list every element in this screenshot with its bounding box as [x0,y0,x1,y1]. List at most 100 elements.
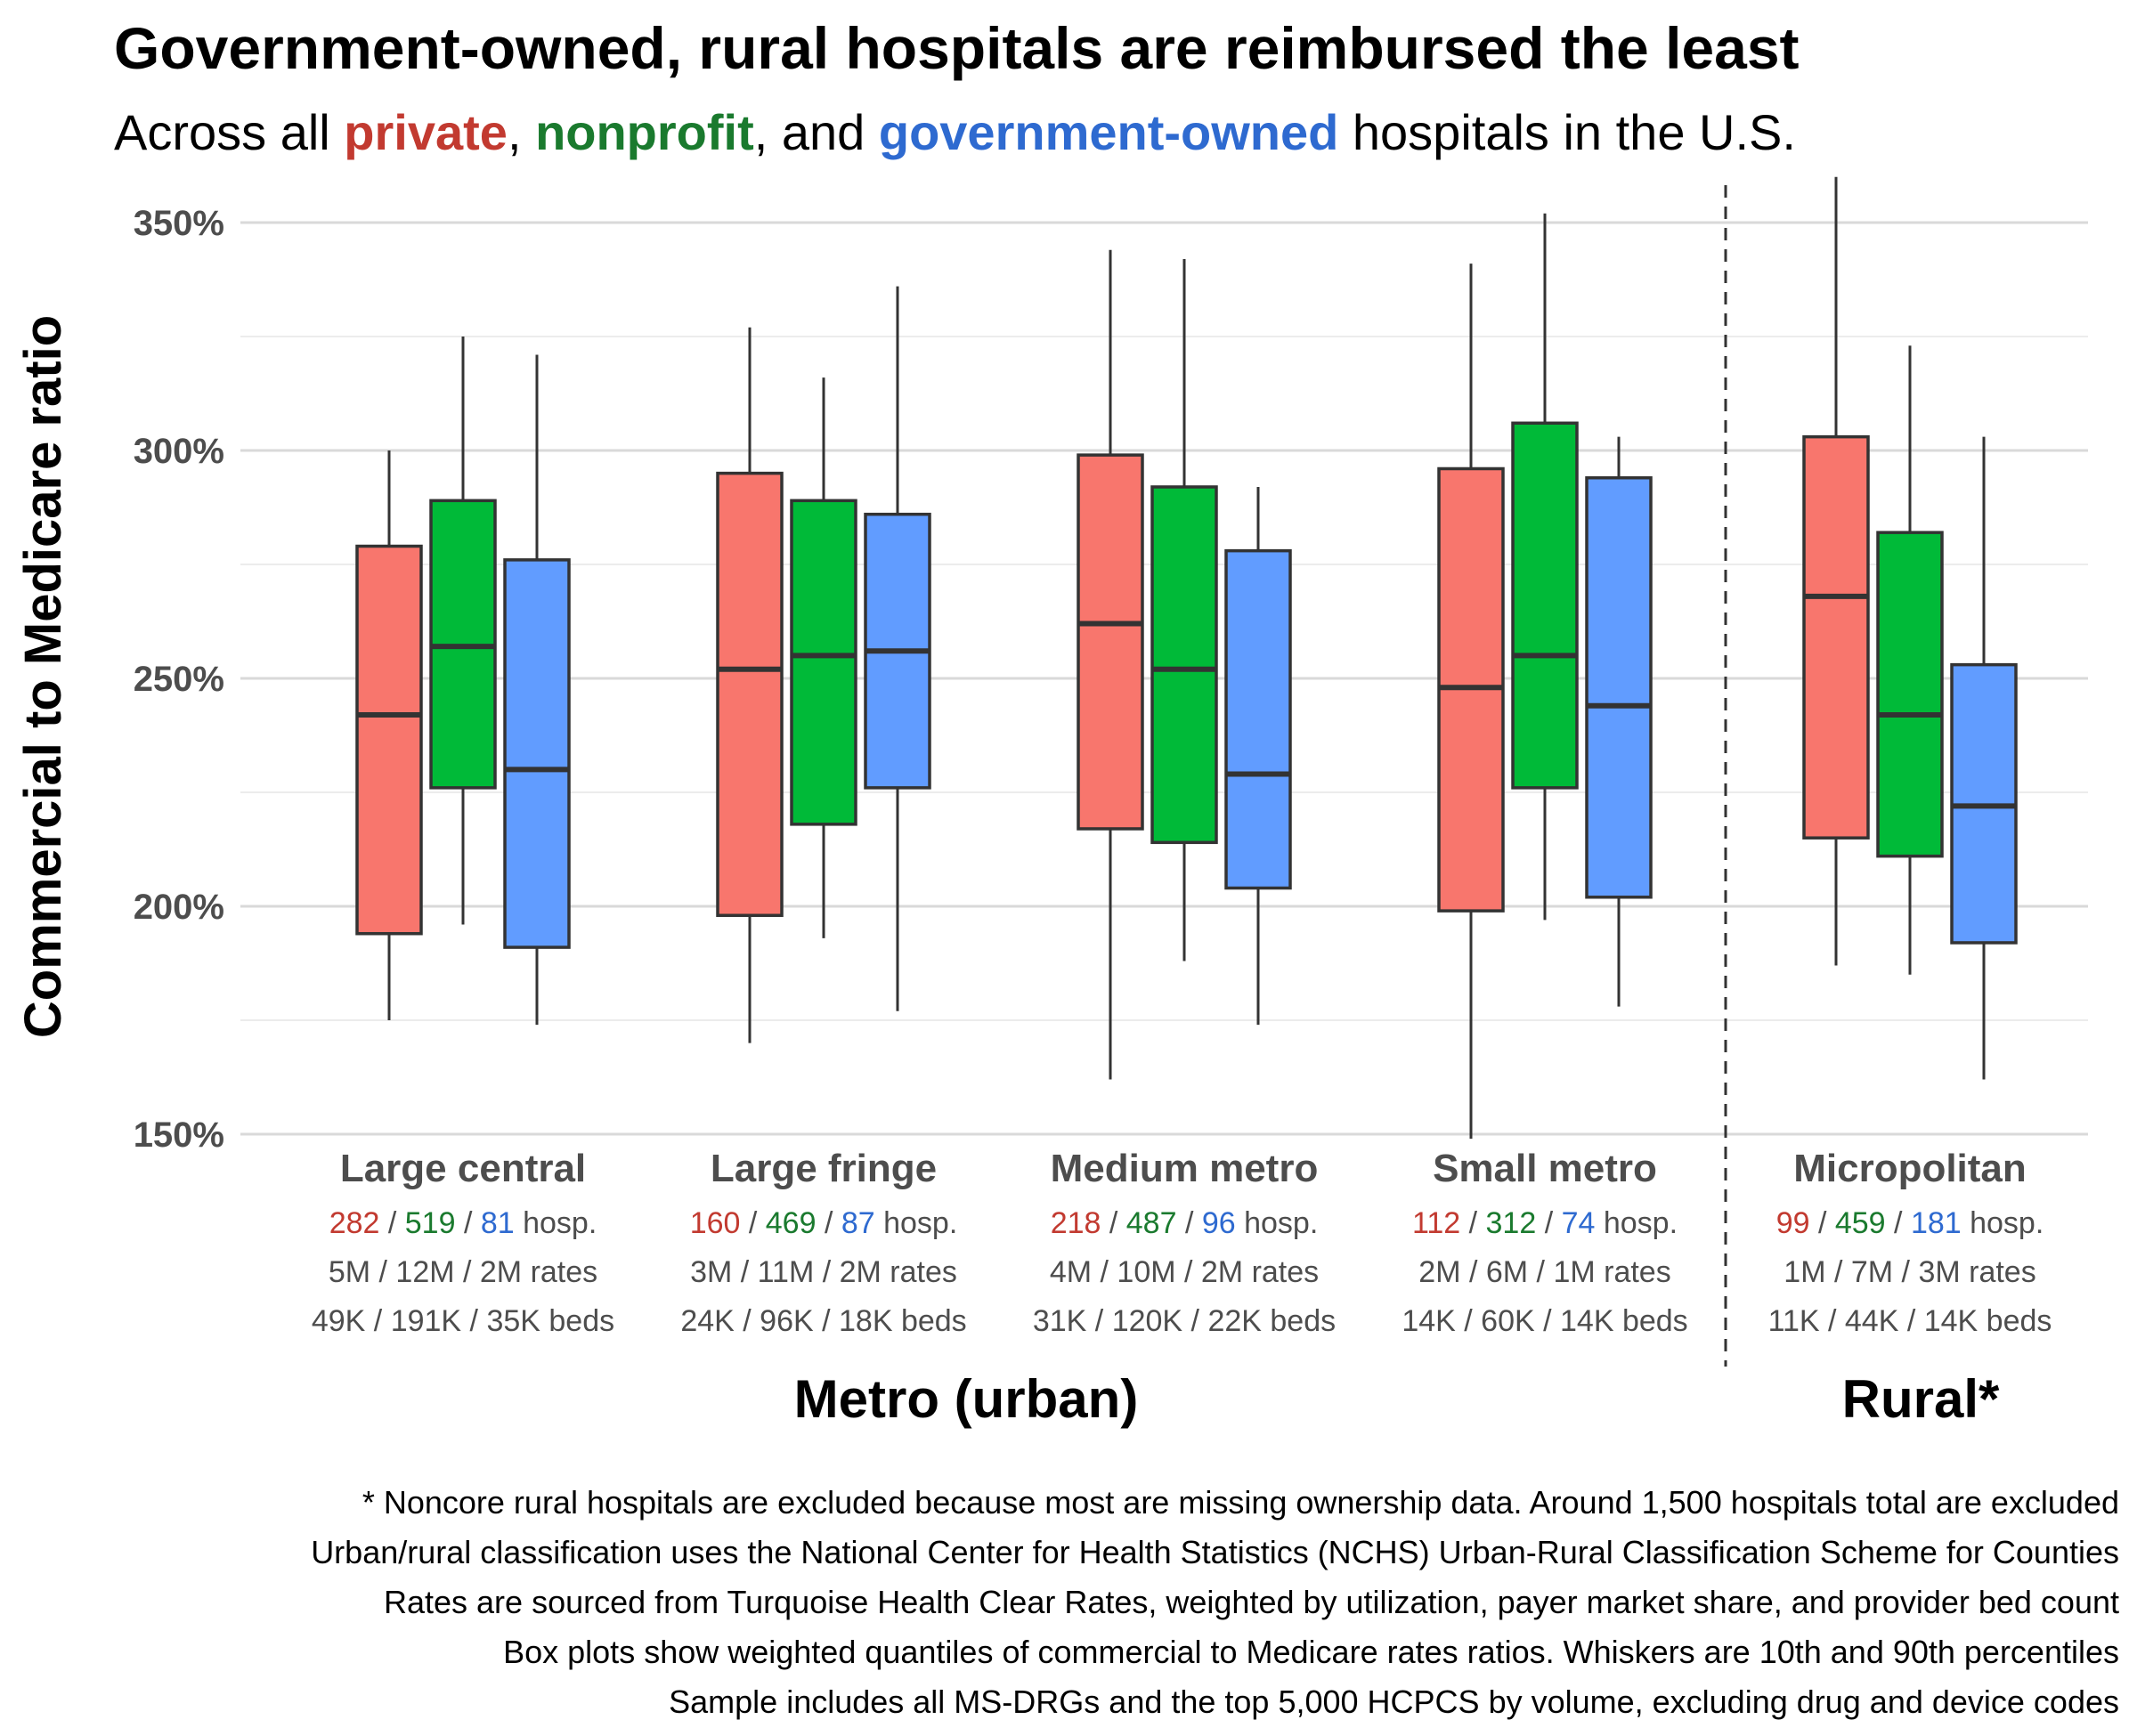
hosp-count-line-separator: / [1810,1206,1835,1240]
hosp-count-line-separator: / [740,1206,765,1240]
rates-count-line-separator: / [370,1255,395,1289]
hosp-count-line-separator: / [1536,1206,1561,1240]
rates-count-line-value: 6M [1486,1255,1528,1289]
beds-count-line-separator: / [1182,1304,1207,1338]
beds-count-line-separator: / [365,1304,390,1338]
y-axis-title: Commercial to Medicare ratio [14,315,72,1038]
hosp-count-line-value: 81 [481,1206,515,1240]
y-tick-label: 200% [134,888,224,927]
beds-count-line-value: 44K [1845,1304,1899,1338]
hosp-count-line-value: 99 [1776,1206,1810,1240]
rates-count-line: 2M / 6M / 1M rates [1418,1255,1670,1289]
rates-count-line-value: 11M [758,1255,815,1289]
hosp-count-line-separator: hosp. [515,1206,597,1240]
box-nonprofit-3 [1511,421,1579,790]
footnote-5: Sample includes all MS-DRGs and the top … [669,1683,2119,1720]
beds-count-line: 31K / 120K / 22K beds [1033,1304,1336,1338]
beds-count-line-value: 22K [1207,1304,1262,1338]
beds-count-line-separator: / [461,1304,486,1338]
hosp-count-line-value: 160 [690,1206,741,1240]
beds-count-line-separator: beds [1262,1304,1336,1338]
rates-count-line-separator: / [1826,1255,1851,1289]
beds-count-line-separator: / [1820,1304,1845,1338]
rates-count-line-value: 1M [1553,1255,1595,1289]
subtitle-sep1: , [507,104,536,160]
box-private-1 [716,471,784,917]
hosp-count-line-separator: / [1460,1206,1485,1240]
footnote-2: Urban/rural classification uses the Nati… [311,1534,2119,1570]
box-private-0 [355,544,423,936]
rates-count-line-value: 3M [690,1255,732,1289]
rates-count-line-value: 10M [1117,1255,1175,1289]
subtitle-sep2: , and [753,104,879,160]
rates-count-line-separator: / [1176,1255,1201,1289]
rates-count-line-value: 12M [395,1255,454,1289]
y-tick-label: 350% [134,204,224,243]
box-nonprofit-2 [1150,485,1218,845]
hosp-count-line-separator: hosp. [1236,1206,1319,1240]
beds-count-line-value: 14K [1560,1304,1614,1338]
hosp-count-line: 160 / 469 / 87 hosp. [690,1206,958,1240]
beds-count-line-separator: / [814,1304,839,1338]
hosp-count-line-value: 282 [329,1206,380,1240]
beds-count-line-separator: / [1086,1304,1111,1338]
y-tick-label: 150% [134,1115,224,1155]
hosp-count-line-separator: / [379,1206,404,1240]
rates-count-line-separator: / [814,1255,839,1289]
hosp-count-line-separator: hosp. [1595,1206,1678,1240]
rates-count-line-separator: / [1528,1255,1553,1289]
beds-count-line-value: 96K [760,1304,814,1338]
beds-count-line-separator: beds [893,1304,967,1338]
region-label-metro: Metro (urban) [794,1369,1139,1429]
rates-count-line-separator: / [1461,1255,1486,1289]
hosp-count-line-value: 181 [1911,1206,1962,1240]
beds-count-line-value: 60K [1481,1304,1535,1338]
subtitle-government: government-owned [878,104,1339,160]
hosp-count-line: 99 / 459 / 181 hosp. [1776,1206,2044,1240]
rates-count-line-separator: rates [522,1255,597,1289]
hosp-count-line-separator: / [1101,1206,1125,1240]
rates-count-line-separator: / [1893,1255,1918,1289]
box-government-2 [1224,548,1292,890]
footnotes: * Noncore rural hospitals are excluded b… [311,1478,2119,1727]
box-nonprofit-1 [790,499,857,826]
beds-count-line-value: 14K [1924,1304,1979,1338]
rates-count-line-value: 3M [1918,1255,1960,1289]
hosp-count-line-value: 218 [1051,1206,1101,1240]
rates-count-line: 4M / 10M / 2M rates [1050,1255,1319,1289]
box-government-3 [1585,475,1653,899]
hosp-count-line-value: 96 [1202,1206,1236,1240]
rates-count-line: 1M / 7M / 3M rates [1784,1255,2035,1289]
rates-count-line-value: 7M [1851,1255,1893,1289]
beds-count-line-value: 11K [1768,1304,1820,1338]
subtitle-suffix: hospitals in the U.S. [1338,104,1796,160]
beds-count-line: 11K / 44K / 14K beds [1768,1304,2052,1338]
rates-count-line-separator: / [455,1255,480,1289]
rates-count-line-value: 4M [1050,1255,1092,1289]
rates-count-line-value: 5M [329,1255,370,1289]
hosp-count-line-value: 519 [405,1206,456,1240]
beds-count-line: 14K / 60K / 14K beds [1402,1304,1687,1338]
hosp-count-line: 218 / 487 / 96 hosp. [1051,1206,1319,1240]
box-private-4 [1802,434,1870,840]
hosp-count-line-separator: / [1177,1206,1202,1240]
rates-count-line-separator: rates [882,1255,957,1289]
y-tick-label: 300% [134,432,224,471]
hosp-count-line-separator: hosp. [875,1206,958,1240]
rates-count-line-separator: rates [1243,1255,1319,1289]
group-label: Small metro [1433,1147,1657,1190]
hosp-count-line-value: 112 [1412,1206,1460,1240]
hosp-count-line-value: 312 [1486,1206,1537,1240]
beds-count-line-separator: / [735,1304,760,1338]
rates-count-line-value: 1M [1784,1255,1825,1289]
hosp-count-line-value: 74 [1562,1206,1596,1240]
beds-count-line-separator: beds [540,1304,614,1338]
beds-count-line-value: 35K [486,1304,540,1338]
beds-count-line-separator: beds [1978,1304,2052,1338]
hosp-count-line-separator: / [1886,1206,1911,1240]
group-label: Micropolitan [1793,1147,2027,1190]
beds-count-line-value: 18K [839,1304,893,1338]
group-label: Medium metro [1051,1147,1319,1190]
rates-count-line: 3M / 11M / 2M rates [690,1255,957,1289]
hosp-count-line-separator: / [456,1206,481,1240]
